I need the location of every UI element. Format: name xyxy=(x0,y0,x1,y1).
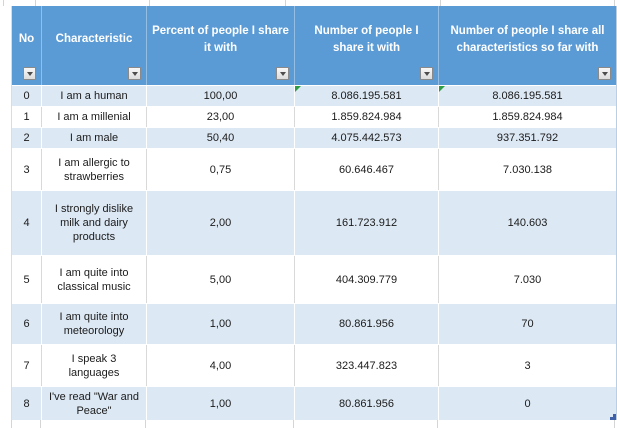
table-header-row: No Characteristic Percent of people I sh… xyxy=(12,6,616,85)
cell-characteristic[interactable]: I am quite into classical music xyxy=(41,256,146,303)
cell-no[interactable]: 3 xyxy=(12,149,41,190)
cell-number[interactable]: 8.086.195.581 xyxy=(294,86,438,106)
filter-dropdown-button[interactable] xyxy=(420,67,433,80)
gridline xyxy=(149,0,150,6)
cell-no[interactable]: 5 xyxy=(12,256,41,303)
header-cell-number[interactable]: Number of people I share it with xyxy=(294,6,438,85)
table-row: 7 I speak 3 languages 4,00 323.447.823 3 xyxy=(12,344,616,386)
cell-value: 8.086.195.581 xyxy=(331,90,402,102)
cell-characteristic[interactable]: I am a human xyxy=(41,86,146,106)
header-label: Characteristic xyxy=(55,33,133,45)
header-label: Percent of people I share it with xyxy=(152,24,289,54)
header-cell-no[interactable]: No xyxy=(12,6,41,85)
worksheet-bottom-strip xyxy=(0,420,617,428)
gridline xyxy=(293,420,294,428)
gridline xyxy=(285,0,286,6)
table-row: 1 I am a millenial 23,00 1.859.824.984 1… xyxy=(12,106,616,127)
cell-percent[interactable]: 1,00 xyxy=(146,387,294,420)
table-resize-handle-icon[interactable] xyxy=(610,414,616,420)
cell-number[interactable]: 404.309.779 xyxy=(294,256,438,303)
cell-number-all[interactable]: 70 xyxy=(438,304,616,344)
cell-number-all[interactable]: 7.030 xyxy=(438,256,616,303)
chevron-down-icon xyxy=(131,71,138,76)
gridline xyxy=(614,0,615,6)
header-cell-percent[interactable]: Percent of people I share it with xyxy=(146,6,294,85)
chevron-down-icon xyxy=(601,71,608,76)
cell-no[interactable]: 2 xyxy=(12,128,41,148)
cell-value: 0 xyxy=(524,397,531,410)
table-row: 5 I am quite into classical music 5,00 4… xyxy=(12,255,616,303)
table-row: 2 I am male 50,40 4.075.442.573 937.351.… xyxy=(12,127,616,148)
cell-number[interactable]: 1.859.824.984 xyxy=(294,107,438,127)
worksheet-top-strip xyxy=(0,0,617,6)
cell-number-all[interactable]: 8.086.195.581 xyxy=(438,86,616,106)
cell-percent[interactable]: 2,00 xyxy=(146,191,294,255)
cell-characteristic[interactable]: I am quite into meteorology xyxy=(41,304,146,344)
cell-characteristic[interactable]: I am allergic to strawberries xyxy=(41,149,146,190)
cell-characteristic[interactable]: I've read "War and Peace" xyxy=(41,387,146,420)
data-table: No Characteristic Percent of people I sh… xyxy=(11,6,617,421)
cell-number[interactable]: 323.447.823 xyxy=(294,345,438,386)
cell-number-all[interactable]: 1.859.824.984 xyxy=(438,107,616,127)
cell-characteristic[interactable]: I am male xyxy=(41,128,146,148)
cell-no[interactable]: 7 xyxy=(12,345,41,386)
cell-no[interactable]: 6 xyxy=(12,304,41,344)
cell-percent[interactable]: 50,40 xyxy=(146,128,294,148)
cell-characteristic[interactable]: I strongly dislike milk and dairy produc… xyxy=(41,191,146,255)
table-row: 4 I strongly dislike milk and dairy prod… xyxy=(12,190,616,255)
gridline xyxy=(11,420,12,428)
cell-number[interactable]: 60.646.467 xyxy=(294,149,438,190)
cell-number[interactable]: 161.723.912 xyxy=(294,191,438,255)
cell-percent[interactable]: 5,00 xyxy=(146,256,294,303)
chevron-down-icon xyxy=(279,71,286,76)
header-label: Number of people I share it with xyxy=(314,24,419,54)
cell-number-all[interactable]: 140.603 xyxy=(438,191,616,255)
cell-number[interactable]: 80.861.956 xyxy=(294,304,438,344)
error-indicator-icon xyxy=(295,86,301,92)
cell-number-all[interactable]: 7.030.138 xyxy=(438,149,616,190)
gridline xyxy=(3,0,4,6)
chevron-down-icon xyxy=(26,71,33,76)
gridline xyxy=(440,0,441,6)
cell-number-all[interactable]: 937.351.792 xyxy=(438,128,616,148)
gridline xyxy=(35,0,36,6)
header-label: No xyxy=(18,33,35,45)
cell-number[interactable]: 80.861.956 xyxy=(294,387,438,420)
gridline xyxy=(40,420,41,428)
gridline xyxy=(437,420,438,428)
error-indicator-icon xyxy=(439,86,445,92)
filter-dropdown-button[interactable] xyxy=(23,67,36,80)
gridline xyxy=(145,420,146,428)
cell-characteristic[interactable]: I am a millenial xyxy=(41,107,146,127)
chevron-down-icon xyxy=(423,71,430,76)
cell-percent[interactable]: 4,00 xyxy=(146,345,294,386)
cell-percent[interactable]: 0,75 xyxy=(146,149,294,190)
cell-percent[interactable]: 100,00 xyxy=(146,86,294,106)
header-cell-characteristic[interactable]: Characteristic xyxy=(41,6,146,85)
table-row: 0 I am a human 100,00 8.086.195.581 8.08… xyxy=(12,85,616,106)
filter-dropdown-button[interactable] xyxy=(276,67,289,80)
cell-number-all[interactable]: 3 xyxy=(438,345,616,386)
table-row: 6 I am quite into meteorology 1,00 80.86… xyxy=(12,303,616,344)
cell-no[interactable]: 0 xyxy=(12,86,41,106)
cell-percent[interactable]: 23,00 xyxy=(146,107,294,127)
gridline xyxy=(614,420,615,428)
cell-number[interactable]: 4.075.442.573 xyxy=(294,128,438,148)
cell-value: 8.086.195.581 xyxy=(492,90,563,102)
table-row: 8 I've read "War and Peace" 1,00 80.861.… xyxy=(12,386,616,420)
cell-no[interactable]: 8 xyxy=(12,387,41,420)
cell-no[interactable]: 4 xyxy=(12,191,41,255)
cell-percent[interactable]: 1,00 xyxy=(146,304,294,344)
cell-characteristic[interactable]: I speak 3 languages xyxy=(41,345,146,386)
cell-no[interactable]: 1 xyxy=(12,107,41,127)
table-row: 3 I am allergic to strawberries 0,75 60.… xyxy=(12,148,616,190)
filter-dropdown-button[interactable] xyxy=(598,67,611,80)
header-cell-number-all[interactable]: Number of people I share all characteris… xyxy=(438,6,616,85)
header-label: Number of people I share all characteris… xyxy=(450,24,605,54)
cell-number-all[interactable]: 0 xyxy=(438,387,616,420)
filter-dropdown-button[interactable] xyxy=(128,67,141,80)
